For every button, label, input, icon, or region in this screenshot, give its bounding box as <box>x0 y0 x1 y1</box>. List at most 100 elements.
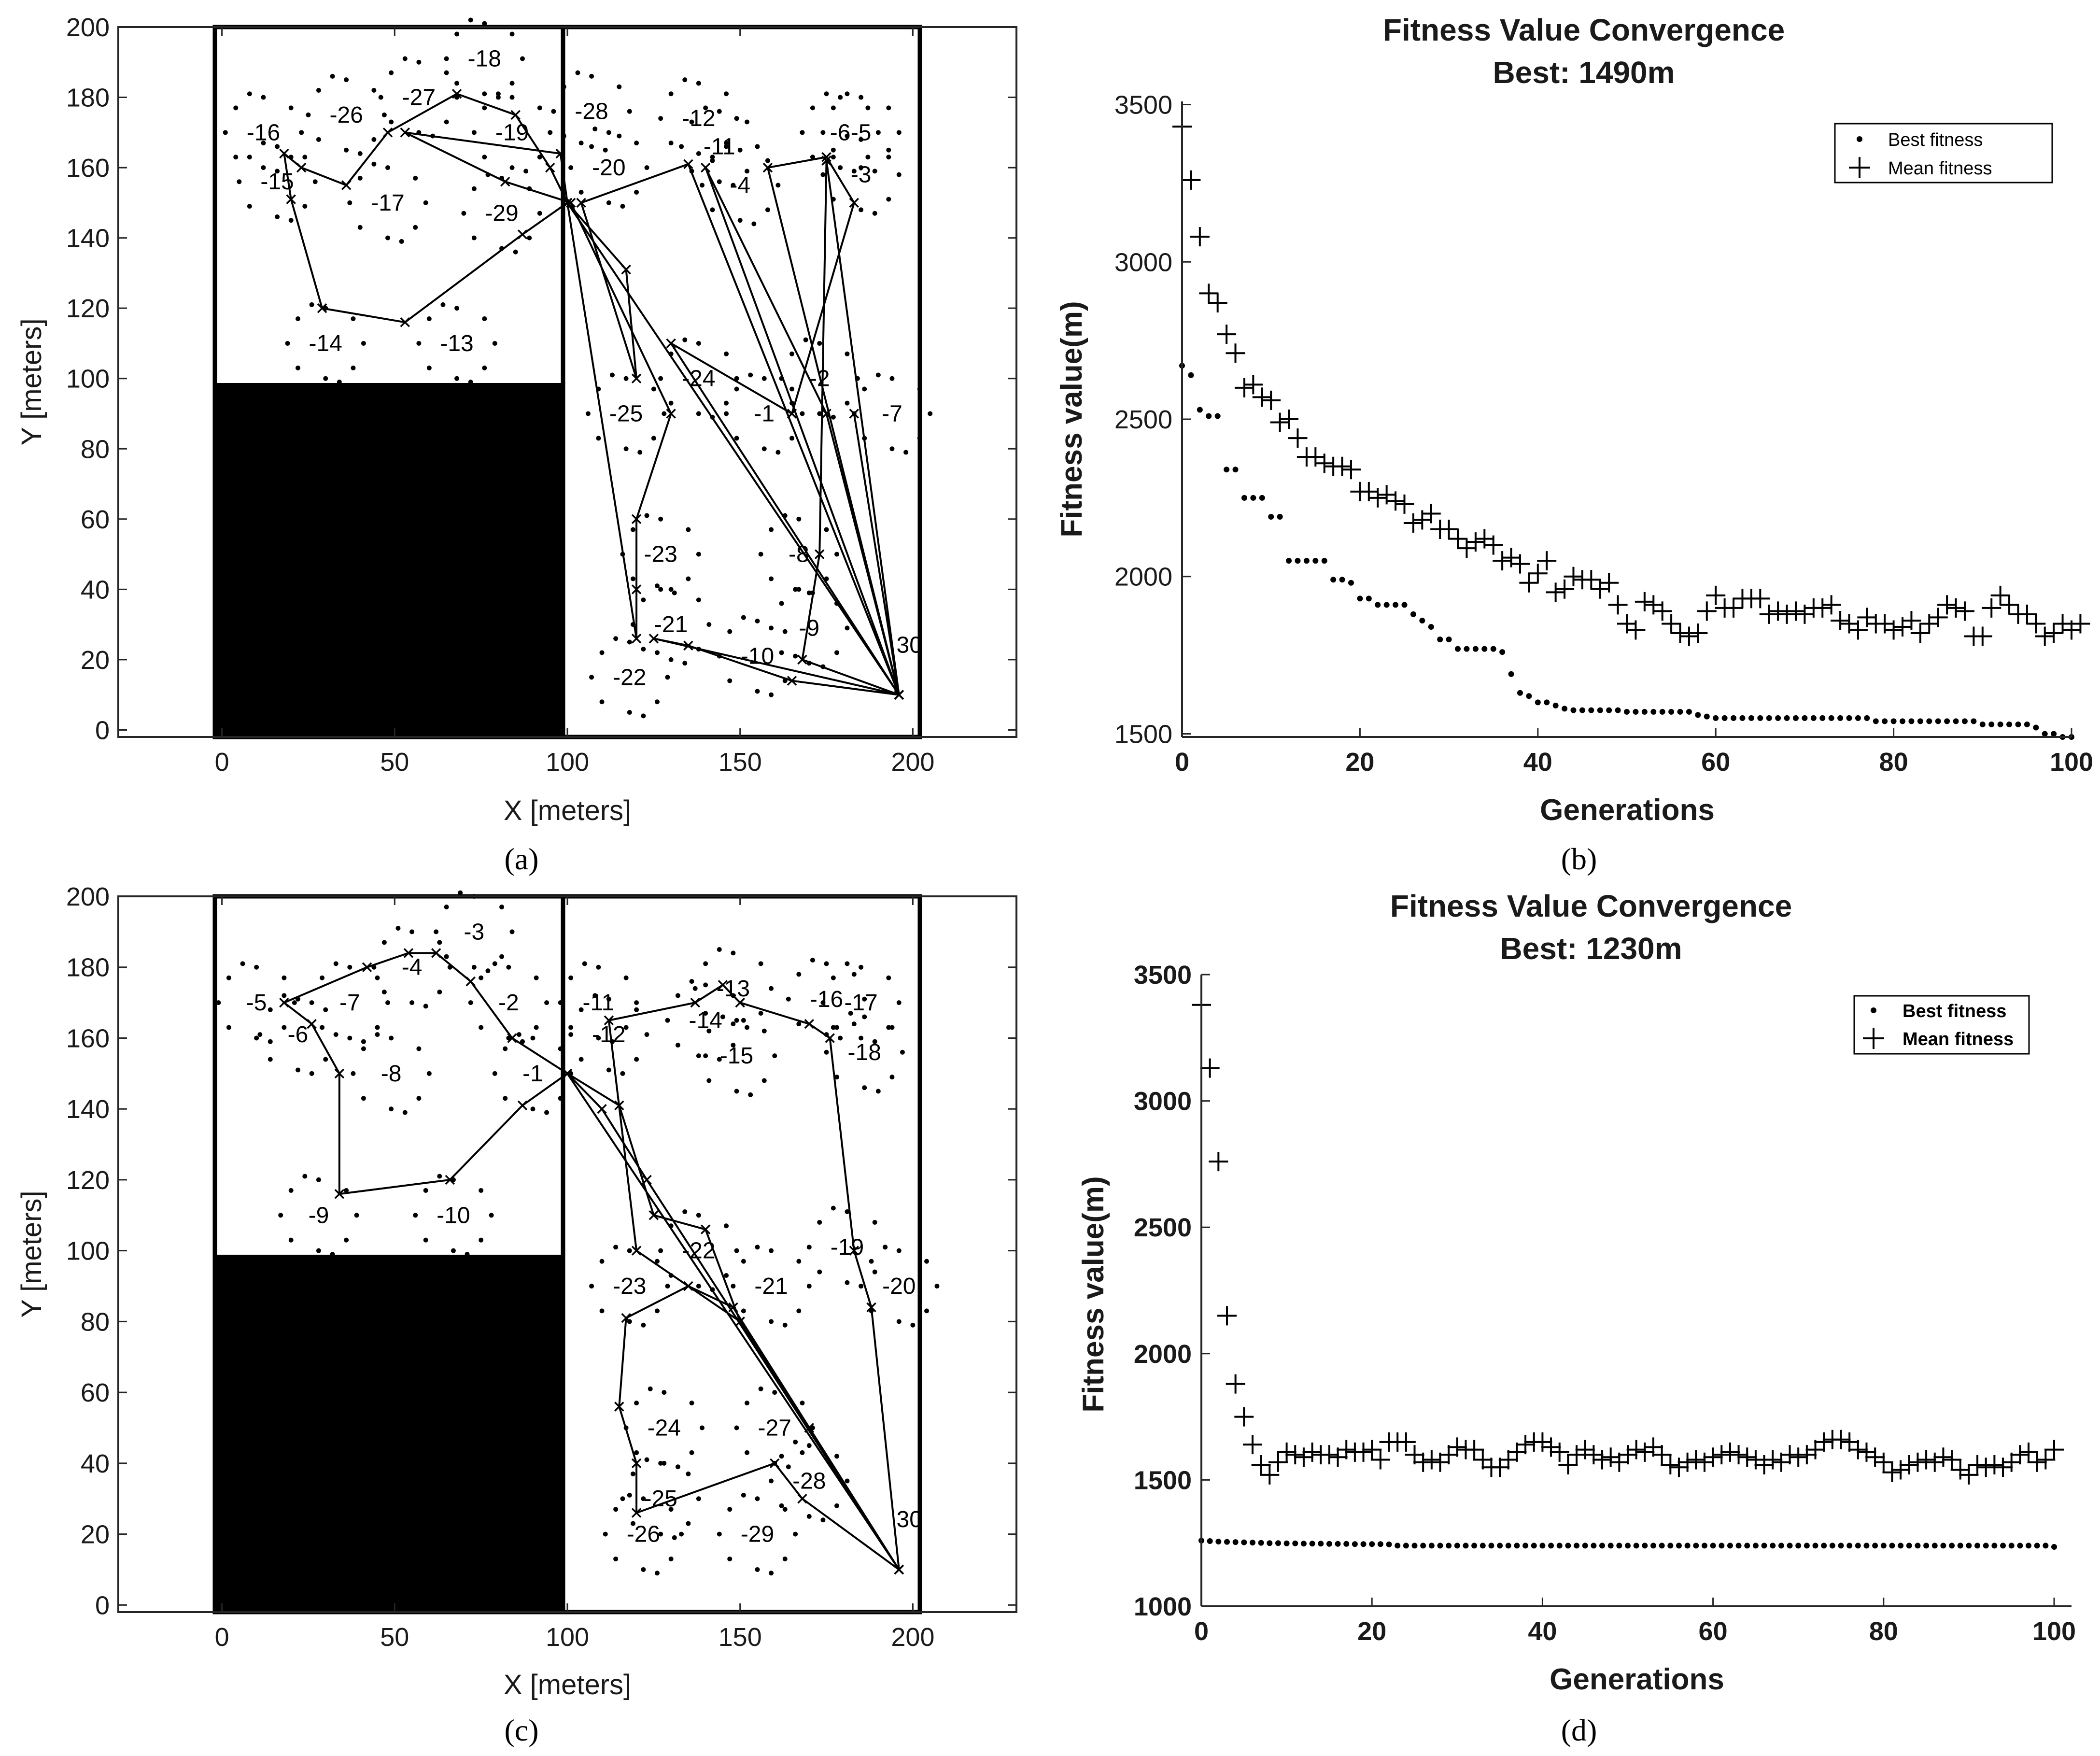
best-fitness-point <box>1437 1543 1443 1549</box>
sensor-dot <box>655 699 660 705</box>
x-tick-label: 100 <box>2050 748 2093 777</box>
sensor-dot <box>831 1205 836 1211</box>
route-waypoint <box>445 1175 455 1185</box>
route-waypoint <box>825 1033 835 1043</box>
sensor-dot <box>568 1025 574 1030</box>
mean-fitness-point <box>1353 1442 1373 1462</box>
mean-fitness-point <box>1706 585 1726 605</box>
mean-fitness-point <box>1294 1447 1313 1467</box>
sensor-dot <box>820 1517 826 1523</box>
sensor-dot <box>655 1259 660 1264</box>
sensor-dot <box>675 1043 680 1048</box>
best-fitness-point <box>1739 715 1746 721</box>
mean-fitness-point <box>2001 1452 2021 1472</box>
sensor-dot <box>641 597 646 603</box>
y-tick-label: 40 <box>81 575 110 604</box>
best-fitness-point <box>1241 1539 1247 1545</box>
mean-fitness-point <box>2010 1445 2030 1465</box>
x-tick-label: 150 <box>719 1623 762 1652</box>
best-fitness-point <box>1908 718 1915 724</box>
sensor-dot <box>896 1319 902 1324</box>
sensor-dot <box>655 650 660 655</box>
sensor-dot <box>724 411 729 416</box>
mean-fitness-point <box>1993 1458 2013 1477</box>
sensor-dot <box>247 91 252 97</box>
best-fitness-point <box>1906 1543 1912 1549</box>
sensor-dot <box>288 105 294 111</box>
best-fitness-point <box>2034 1543 2040 1549</box>
best-fitness-point <box>1846 1543 1853 1549</box>
best-fitness-point <box>1633 708 1639 715</box>
mean-fitness-point <box>1483 535 1503 555</box>
sensor-dot <box>558 1096 563 1101</box>
sensor-dot <box>689 119 694 125</box>
node-label-25: -25 <box>644 1486 677 1512</box>
best-fitness-point <box>1784 715 1790 721</box>
sensor-dot <box>347 200 352 205</box>
sensor-dot <box>731 183 736 188</box>
mean-fitness-point <box>1277 1442 1297 1462</box>
node-label-6: -6 <box>830 120 851 145</box>
best-fitness-point <box>1966 1543 1972 1549</box>
best-fitness-point <box>1375 602 1381 608</box>
route-waypoint <box>821 156 832 166</box>
route-waypoint <box>403 948 414 958</box>
sensor-dot <box>599 650 605 655</box>
sensor-dot <box>644 1457 649 1462</box>
sensor-dot <box>731 1043 736 1048</box>
node-label-5: -5 <box>246 990 267 1016</box>
sensor-dot <box>416 1096 422 1101</box>
sensor-dot <box>509 81 515 86</box>
mean-fitness-point <box>1302 1442 1322 1462</box>
best-fitness-point <box>1599 1543 1606 1549</box>
best-fitness-point <box>1991 1543 1998 1549</box>
sensor-dot <box>838 95 843 100</box>
sensor-dot <box>755 1496 760 1501</box>
best-fitness-point <box>2042 731 2048 737</box>
node-label-11: -11 <box>582 990 614 1016</box>
mean-fitness-point <box>1422 1450 1441 1470</box>
sensor-dot <box>513 249 518 255</box>
best-fitness-point <box>1752 1543 1759 1549</box>
mean-fitness-point <box>1848 1440 1868 1459</box>
best-fitness-series <box>1179 363 2074 740</box>
best-fitness-point <box>1588 707 1594 713</box>
sensor-dot <box>357 151 363 156</box>
mean-fitness-point <box>1243 375 1263 395</box>
mean-fitness-point <box>1421 504 1441 524</box>
sensor-dot <box>745 1401 749 1406</box>
route-waypoint <box>565 198 576 208</box>
mean-fitness-point <box>1652 1445 1672 1465</box>
sensor-dot <box>520 56 525 61</box>
best-fitness-point <box>2008 1543 2015 1549</box>
mean-fitness-point <box>1368 488 1388 508</box>
node-label-23: -23 <box>613 1274 646 1299</box>
best-fitness-point <box>1464 646 1470 652</box>
sensor-dot <box>845 1209 850 1214</box>
sensor-dot <box>599 1259 605 1264</box>
best-fitness-point <box>1944 718 1950 724</box>
mean-fitness-point <box>1780 1445 1800 1465</box>
sensor-dot <box>658 1460 663 1466</box>
mean-fitness-point <box>1917 1450 1936 1470</box>
sensor-dot <box>769 1571 774 1576</box>
mean-fitness-point <box>1251 1455 1271 1475</box>
legend-marker-best <box>1871 1007 1876 1013</box>
sensor-dot <box>831 1025 836 1030</box>
mean-fitness-point <box>1550 1442 1569 1462</box>
best-fitness-point <box>1677 708 1683 715</box>
node-label-18: -18 <box>848 1040 881 1065</box>
best-fitness-point <box>1232 467 1239 473</box>
sensor-dot <box>875 130 881 135</box>
sensor-dot <box>651 386 656 392</box>
sensor-dot <box>575 70 580 75</box>
node-label-27: -27 <box>758 1415 791 1441</box>
sensor-dot <box>779 1503 784 1508</box>
sensor-dot <box>696 1213 701 1218</box>
sensor-dot <box>789 351 794 356</box>
node-label-19: -19 <box>495 120 529 145</box>
best-fitness-point <box>2017 1543 2023 1549</box>
mean-fitness-point <box>1865 1447 1885 1467</box>
best-fitness-point <box>1931 1543 1938 1549</box>
sensor-dot <box>658 1248 663 1253</box>
